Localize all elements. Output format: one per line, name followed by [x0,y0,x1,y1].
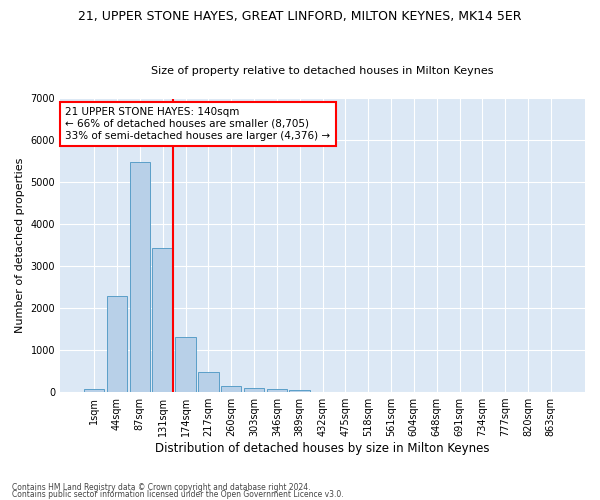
Text: Contains public sector information licensed under the Open Government Licence v3: Contains public sector information licen… [12,490,344,499]
Bar [107,296,127,392]
Bar [175,337,196,392]
Text: Contains HM Land Registry data © Crown copyright and database right 2024.: Contains HM Land Registry data © Crown c… [12,484,311,492]
Bar [152,248,173,392]
Bar [84,388,104,392]
Bar [198,372,218,392]
X-axis label: Distribution of detached houses by size in Milton Keynes: Distribution of detached houses by size … [155,442,490,455]
Bar [266,390,287,392]
Bar [289,390,310,392]
Y-axis label: Number of detached properties: Number of detached properties [15,158,25,333]
Text: 21 UPPER STONE HAYES: 140sqm
← 66% of detached houses are smaller (8,705)
33% of: 21 UPPER STONE HAYES: 140sqm ← 66% of de… [65,108,331,140]
Title: Size of property relative to detached houses in Milton Keynes: Size of property relative to detached ho… [151,66,494,76]
Bar [130,162,150,392]
Bar [244,388,264,392]
Text: 21, UPPER STONE HAYES, GREAT LINFORD, MILTON KEYNES, MK14 5ER: 21, UPPER STONE HAYES, GREAT LINFORD, MI… [78,10,522,23]
Bar [221,386,241,392]
